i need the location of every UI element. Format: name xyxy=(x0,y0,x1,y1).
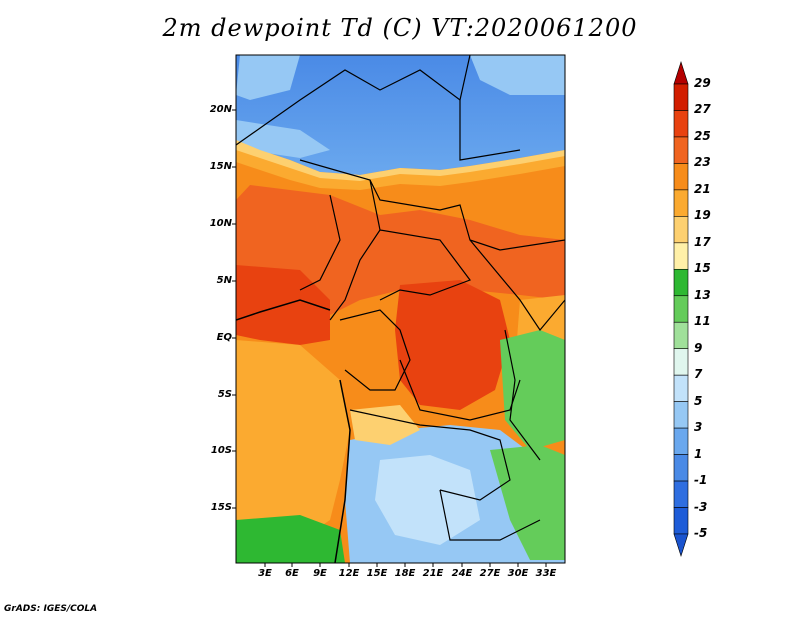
border-drc-south xyxy=(399,359,521,421)
colorbar-label: 7 xyxy=(694,367,703,382)
colorbar-label: 13 xyxy=(694,287,711,302)
lat-label-5n: 5N xyxy=(216,275,232,286)
lon-label-3e: 3E xyxy=(258,568,272,579)
lat-label-10n: 10N xyxy=(209,218,232,229)
lon-label-33e: 33E xyxy=(535,568,557,579)
colorbar-label: 29 xyxy=(694,76,711,90)
colorbar-label: 21 xyxy=(694,181,711,196)
lon-ticks xyxy=(264,563,547,567)
border-libya-egypt xyxy=(459,100,521,161)
libya-light xyxy=(470,55,565,95)
coastline-west xyxy=(334,379,351,563)
lon-label-24e: 24E xyxy=(451,568,473,579)
colorbar-swatch xyxy=(673,507,689,535)
lon-label-9e: 9E xyxy=(313,568,327,579)
colorbar-swatch xyxy=(673,163,689,191)
colorbar-swatch xyxy=(673,268,689,297)
colorbar-label: -3 xyxy=(694,499,708,514)
lon-label-30e: 30E xyxy=(507,568,529,579)
colorbar-swatch xyxy=(673,242,689,270)
lon-label-15e: 15E xyxy=(366,568,388,579)
colorbar-swatch xyxy=(673,110,689,138)
lat-label-20n: 20N xyxy=(209,104,232,115)
plot-frame xyxy=(235,54,566,564)
colorbar-label: 27 xyxy=(694,102,711,117)
colorbar-top-arrow xyxy=(673,61,689,85)
border-zambia xyxy=(439,489,541,541)
colorbar-label: 19 xyxy=(694,208,711,223)
colorbar-swatch xyxy=(673,374,689,402)
dewpoint-field xyxy=(236,55,565,563)
west-sahara-light xyxy=(236,55,300,100)
lat-label-10s: 10S xyxy=(210,445,232,456)
lat-label-eq: EQ xyxy=(216,332,232,343)
border-nigeria xyxy=(299,194,341,291)
colorbar-label: 11 xyxy=(694,314,711,329)
lon-label-27e: 27E xyxy=(479,568,501,579)
congo-basin-high xyxy=(395,280,510,410)
grads-credit: GrADS: IGES/COLA xyxy=(4,604,98,614)
country-borders xyxy=(236,55,565,563)
colorbar-label: 5 xyxy=(694,393,703,408)
border-south-sudan xyxy=(469,239,565,332)
colorbar-swatch xyxy=(673,427,689,455)
sw-green xyxy=(236,515,345,563)
colorbar-swatch xyxy=(673,189,689,217)
colorbar-swatch xyxy=(673,348,689,376)
colorbar-swatch xyxy=(673,216,689,244)
south-atlantic xyxy=(236,340,350,540)
border-congo xyxy=(339,309,411,391)
colorbar-label: -5 xyxy=(694,526,708,540)
colorbar-swatch xyxy=(673,136,689,164)
map-title: 2m dewpoint Td (C) VT:2020061200 xyxy=(162,14,638,42)
lon-label-6e: 6E xyxy=(285,568,299,579)
coastline-gulf xyxy=(236,299,331,321)
colorbar-swatch xyxy=(673,401,689,429)
colorbar-swatch xyxy=(673,83,689,111)
colorbar-label: 25 xyxy=(694,128,711,143)
lon-label-12e: 12E xyxy=(338,568,360,579)
southern-light xyxy=(375,455,480,545)
transition-band-2 xyxy=(236,150,565,190)
sahel-light-blue xyxy=(236,120,330,158)
lon-label-18e: 18E xyxy=(394,568,416,579)
lat-ticks xyxy=(232,109,236,509)
colorbar xyxy=(673,61,689,557)
colorbar-bottom-arrow xyxy=(673,533,689,557)
colorbar-label: 15 xyxy=(694,261,711,276)
colorbar-label: -1 xyxy=(694,473,708,488)
colorbar-swatch xyxy=(673,480,689,508)
colorbar-label: 9 xyxy=(694,340,703,355)
colorbar-swatch xyxy=(673,295,689,323)
border-car xyxy=(379,229,471,301)
colorbar-label: 1 xyxy=(694,446,703,461)
border-sahel xyxy=(299,159,565,251)
colorbar-swatch xyxy=(673,321,689,350)
angola-yellow xyxy=(350,405,420,445)
border-rift xyxy=(504,329,541,461)
colorbar-label: 23 xyxy=(694,155,711,170)
lon-label-21e: 21E xyxy=(422,568,444,579)
border-angola xyxy=(349,409,511,501)
lat-label-5s: 5S xyxy=(217,389,232,400)
colorbar-label: 17 xyxy=(694,234,711,249)
colorbar-label: 3 xyxy=(694,420,703,435)
colorbar-swatch xyxy=(673,454,689,482)
lat-label-15n: 15N xyxy=(209,161,232,172)
border-cameroon xyxy=(329,179,381,321)
lakes-green xyxy=(500,330,565,450)
lat-label-15s: 15S xyxy=(210,502,232,513)
